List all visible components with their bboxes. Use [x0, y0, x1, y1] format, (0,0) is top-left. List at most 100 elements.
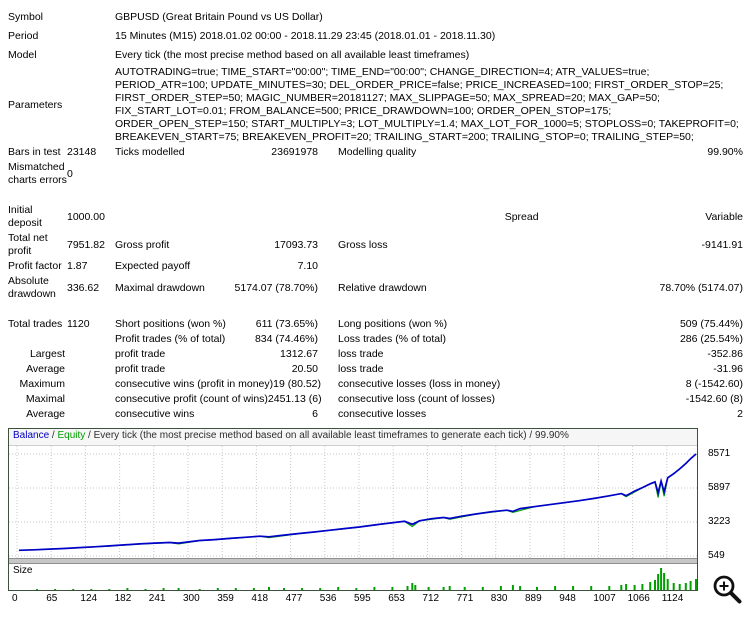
average-profit-label: profit trade: [115, 363, 166, 375]
initial-deposit-value: 1000.00: [67, 210, 105, 223]
average-consec-label: Average: [26, 408, 65, 420]
size-panel-label: Size: [13, 565, 33, 576]
x-axis-label: 300: [183, 593, 200, 604]
ticks-label: Ticks modelled: [115, 146, 185, 158]
expected-payoff-label: Expected payoff: [115, 260, 191, 272]
relative-drawdown-value: 78.70% (5174.07): [659, 281, 743, 294]
total-trades-label: Total trades: [8, 318, 63, 330]
x-axis-label: 653: [388, 593, 405, 604]
spread-value: Variable: [705, 210, 743, 223]
x-axis-label: 359: [217, 593, 234, 604]
mismatch-label: Mismatched charts errors: [8, 161, 67, 186]
row-symbol: Symbol GBPUSD (Great Britain Pound vs US…: [8, 8, 742, 27]
avg-consec-wins-label: consecutive wins: [115, 408, 195, 420]
net-profit-label: Total net profit: [8, 232, 48, 257]
largest-profit-label: profit trade: [115, 348, 166, 360]
period-value: 15 Minutes (M15) 2018.01.02 00:00 - 2018…: [115, 30, 496, 42]
symbol-label: Symbol: [8, 11, 44, 23]
maximal-loss-label: consecutive loss (count of losses): [338, 393, 495, 405]
row-largest-trade: Largest profit trade 1312.67 loss trade …: [8, 347, 743, 362]
maximal-drawdown-label: Maximal drawdown: [115, 281, 205, 294]
x-axis-label: 418: [251, 593, 269, 604]
row-period: Period 15 Minutes (M15) 2018.01.02 00:00…: [8, 27, 742, 46]
loss-trades-label: Loss trades (% of total): [338, 333, 446, 345]
model-label: Model: [8, 49, 37, 61]
y-axis: 8571 5897 3223 549: [704, 428, 744, 561]
row-bars-in-test: Bars in test 23148 Ticks modelled 236919…: [8, 145, 743, 160]
row-mismatched-errors: Mismatched charts errors 0: [8, 160, 742, 188]
tester-graph: Balance / Equity / Every tick (the most …: [8, 428, 742, 606]
panel-splitter-handle[interactable]: [9, 558, 697, 564]
short-positions-label: Short positions (won %): [115, 318, 226, 330]
row-parameters: Parameters AUTOTRADING=true; TIME_START=…: [8, 65, 742, 145]
profit-trades-value: 834 (74.46%): [254, 333, 318, 345]
row-initial-deposit: Initial deposit 1000.00 Spread Variable: [8, 203, 743, 231]
quality-label: Modelling quality: [338, 146, 417, 158]
ticks-value: 23691978: [271, 146, 318, 158]
x-axis-label: 595: [354, 593, 371, 604]
quality-value: 99.90%: [707, 146, 743, 158]
row-average-consecutive: Average consecutive wins 6 consecutive l…: [8, 407, 743, 422]
legend-description: Every tick (the most precise method base…: [93, 430, 569, 441]
loss-trades-value: 286 (25.54%): [679, 333, 743, 345]
largest-loss-value: -352.86: [707, 348, 743, 360]
absolute-drawdown-value: 336.62: [67, 281, 100, 294]
gross-profit-value: 17093.73: [274, 238, 318, 251]
total-trades-value: 1120: [67, 318, 90, 330]
x-axis-label: 536: [319, 593, 337, 604]
row-model: Model Every tick (the most precise metho…: [8, 46, 742, 65]
legend-separator: /: [85, 430, 94, 441]
largest-profit-value: 1312.67: [280, 348, 318, 360]
chart-frame: Balance / Equity / Every tick (the most …: [8, 428, 698, 591]
y-axis-label: 549: [708, 550, 725, 561]
chart-legend: Balance / Equity / Every tick (the most …: [9, 429, 697, 446]
maximal-profit-label: consecutive profit (count of wins): [115, 393, 268, 405]
x-axis-label: 712: [422, 593, 440, 604]
maximal-profit-value: 2451.13 (6): [267, 393, 322, 405]
max-consec-losses-value: 8 (-1542.60): [685, 378, 743, 390]
avg-consec-losses-value: 2: [737, 408, 743, 420]
mismatch-value: 0: [67, 167, 73, 180]
x-axis-label: 241: [148, 593, 166, 604]
size-bars-chart: [36, 568, 697, 590]
magnifier-icon: [713, 575, 742, 604]
row-profit-factor: Profit factor 1.87 Expected payoff 7.10: [8, 259, 742, 274]
y-axis-label: 5897: [708, 482, 731, 493]
x-axis-label: 889: [525, 593, 542, 604]
x-axis-label: 65: [46, 593, 58, 604]
profit-trades-label: Profit trades (% of total): [115, 333, 226, 345]
x-axis-label: 1066: [627, 593, 650, 604]
spread-label: Spread: [504, 210, 539, 223]
gross-loss-label: Gross loss: [338, 238, 388, 251]
average-loss-value: -31.96: [713, 363, 743, 375]
avg-consec-losses-label: consecutive losses: [338, 408, 427, 420]
bars-label: Bars in test: [8, 146, 61, 158]
row-net-profit: Total net profit 7951.82 Gross profit 17…: [8, 231, 743, 259]
average-loss-label: loss trade: [338, 363, 384, 375]
row-profit-loss-trades: Profit trades (% of total) 834 (74.46%) …: [8, 332, 743, 347]
model-value: Every tick (the most precise method base…: [115, 49, 470, 61]
balance-equity-plot: [9, 446, 697, 558]
x-axis-label: 124: [80, 593, 98, 604]
max-consec-wins-label: consecutive wins (profit in money): [115, 378, 274, 390]
zoom-in-button[interactable]: [710, 572, 744, 606]
x-axis-label: 477: [285, 593, 303, 604]
x-axis-label: 182: [114, 593, 132, 604]
net-profit-value: 7951.82: [67, 238, 105, 251]
row-average-trade: Average profit trade 20.50 loss trade -3…: [8, 362, 743, 377]
max-consec-losses-label: consecutive losses (loss in money): [338, 378, 501, 390]
legend-equity: Equity: [57, 430, 86, 441]
section-spacer: [8, 302, 742, 317]
gross-loss-value: -9141.91: [701, 238, 743, 251]
short-positions-value: 611 (73.65%): [255, 318, 318, 330]
average-trade-label: Average: [26, 363, 65, 375]
maximal-label: Maximal: [25, 393, 65, 405]
long-positions-value: 509 (75.44%): [679, 318, 743, 330]
x-axis-label: 771: [456, 593, 474, 604]
largest-label: Largest: [29, 348, 65, 360]
x-axis-label: 1124: [661, 593, 684, 604]
initial-deposit-label: Initial deposit: [8, 204, 42, 229]
parameters-label: Parameters: [8, 98, 63, 111]
gross-profit-label: Gross profit: [115, 238, 170, 251]
x-axis-label: 830: [490, 593, 508, 604]
